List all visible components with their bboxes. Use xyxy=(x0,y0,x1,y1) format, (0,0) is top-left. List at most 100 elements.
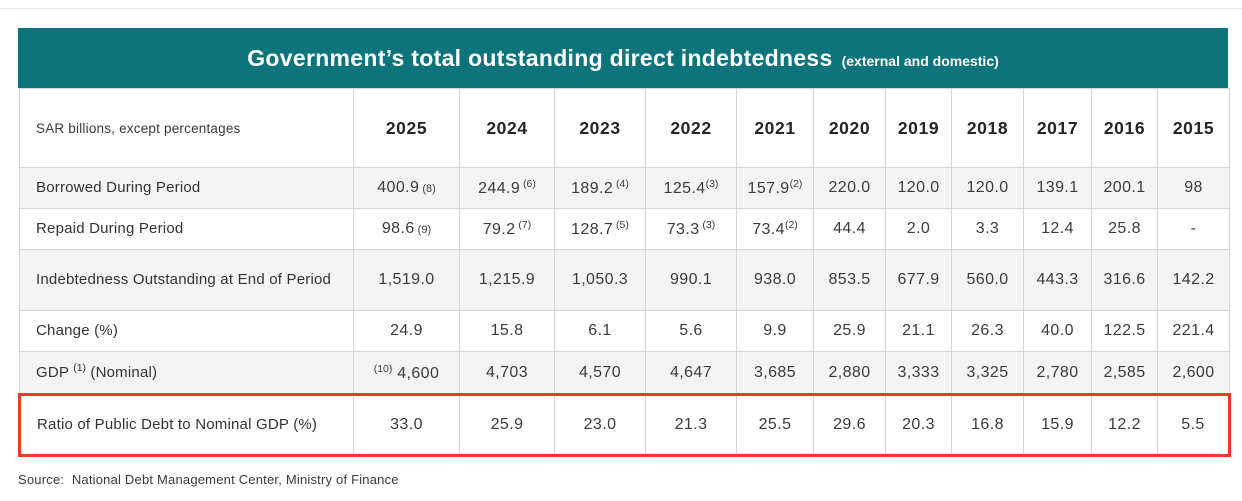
cell-text: 79.2 xyxy=(482,221,516,238)
table-cell: 677.9 xyxy=(885,249,952,311)
row-label: Repaid During Period xyxy=(19,208,354,250)
cell-text: 4,600 xyxy=(392,364,440,382)
footnote-marker: (7) xyxy=(515,219,532,231)
row-label: Borrowed During Period xyxy=(19,167,354,209)
year-header-2021: 2021 xyxy=(736,88,814,168)
table-cell: 1,050.3 xyxy=(554,249,646,311)
table-cell: 2.0 xyxy=(885,208,952,250)
table-cell: 15.8 xyxy=(459,310,555,352)
footnote-marker: (3) xyxy=(699,219,716,231)
table-row-highlighted: Ratio of Public Debt to Nominal GDP (%) 3… xyxy=(18,393,1231,457)
table-row: GDP (1) (Nominal) (10) 4,600 4,703 4,570 4,6… xyxy=(19,351,1230,395)
table-cell: 20.3 xyxy=(885,393,952,457)
table-cell: 400.9 (8) xyxy=(353,167,460,209)
table-cell: 142.2 xyxy=(1157,249,1230,311)
row-label: Change (%) xyxy=(19,310,354,352)
year-header-2018: 2018 xyxy=(951,88,1024,168)
table-cell: 12.2 xyxy=(1091,393,1158,457)
table-cell: 21.3 xyxy=(645,393,737,457)
indebtedness-section: Government’s total outstanding direct in… xyxy=(18,28,1231,487)
table-cell: 244.9 (6) xyxy=(459,167,555,209)
table-cell: 122.5 xyxy=(1091,310,1158,352)
cell-text: 189.2 xyxy=(571,180,614,197)
footnote-marker: (3) xyxy=(705,178,719,190)
table-cell: 3.3 xyxy=(951,208,1024,250)
table-cell: 139.1 xyxy=(1023,167,1092,209)
footnote-marker: (1) xyxy=(73,362,87,375)
year-header-2023: 2023 xyxy=(554,88,646,168)
table-cell: 9.9 xyxy=(736,310,814,352)
footnote-marker: (2) xyxy=(784,219,798,231)
table-cell: 98 xyxy=(1157,167,1230,209)
cell-text: (Nominal) xyxy=(86,364,158,382)
table-cell: 200.1 xyxy=(1091,167,1158,209)
table-cell: 157.9(2) xyxy=(736,167,814,209)
cell-text: 400.9 xyxy=(377,179,420,196)
unit-label: SAR billions, except percentages xyxy=(19,88,354,168)
table-row: Change (%) 24.9 15.8 6.1 5.6 9.9 25.9 21.1 26.3 4… xyxy=(19,310,1230,352)
footnote-marker: (5) xyxy=(613,219,629,231)
table-cell: 73.3 (3) xyxy=(645,208,737,250)
table-cell: 2,780 xyxy=(1023,351,1092,395)
table-cell: 2,585 xyxy=(1091,351,1158,395)
footnote-marker: (10) xyxy=(373,362,393,375)
table-cell: 25.5 xyxy=(736,393,814,457)
table-cell: 220.0 xyxy=(813,167,886,209)
table-cell: 21.1 xyxy=(885,310,952,352)
year-header-2024: 2024 xyxy=(459,88,555,168)
title-subtitle: (external and domestic) xyxy=(841,52,999,69)
table-cell: 938.0 xyxy=(736,249,814,311)
table-cell: (10) 4,600 xyxy=(353,351,460,395)
table-cell: 2,600 xyxy=(1157,351,1230,395)
cell-text: 73.3 xyxy=(666,221,700,238)
row-label: Ratio of Public Debt to Nominal GDP (%) xyxy=(18,393,354,457)
table-row: Indebtedness Outstanding at End of Perio… xyxy=(19,249,1230,311)
table-cell: 29.6 xyxy=(813,393,886,457)
footnote-marker: (2) xyxy=(789,178,803,190)
footnote-marker: (6) xyxy=(520,178,536,190)
table-cell: 6.1 xyxy=(554,310,646,352)
table-cell: 16.8 xyxy=(951,393,1024,457)
table-cell: 1,215.9 xyxy=(459,249,555,311)
footnote-marker: (9) xyxy=(414,224,432,236)
table-cell: 125.4(3) xyxy=(645,167,737,209)
source-note: Source: National Debt Management Center,… xyxy=(18,472,399,487)
table-cell: 1,519.0 xyxy=(353,249,460,311)
table-cell: 26.3 xyxy=(951,310,1024,352)
table-cell: 25.9 xyxy=(813,310,886,352)
table-cell: 33.0 xyxy=(353,393,460,457)
year-header-2015: 2015 xyxy=(1157,88,1230,168)
table-cell: 3,325 xyxy=(951,351,1024,395)
table-cell: 128.7 (5) xyxy=(554,208,646,250)
table-cell: 98.6 (9) xyxy=(353,208,460,250)
table-cell: 24.9 xyxy=(353,310,460,352)
cell-text: GDP xyxy=(36,364,74,382)
table-cell: 4,570 xyxy=(554,351,646,395)
page-title: Government’s total outstanding direct in… xyxy=(247,44,833,71)
indebtedness-table: SAR billions, except percentages 2025 202… xyxy=(18,88,1231,457)
year-header-2020: 2020 xyxy=(813,88,886,168)
cell-text: 244.9 xyxy=(478,180,521,197)
table-cell: 120.0 xyxy=(885,167,952,209)
table-cell: 443.3 xyxy=(1023,249,1092,311)
year-header-2017: 2017 xyxy=(1023,88,1092,168)
row-label: Indebtedness Outstanding at End of Perio… xyxy=(19,249,354,311)
cell-text: 98.6 xyxy=(381,220,415,237)
table-cell: 23.0 xyxy=(554,393,646,457)
table-cell: 853.5 xyxy=(813,249,886,311)
cell-text: 73.4 xyxy=(752,221,785,238)
row-label: GDP (1) (Nominal) xyxy=(19,351,354,395)
table-cell: 316.6 xyxy=(1091,249,1158,311)
cell-text: 157.9 xyxy=(747,180,790,197)
table-cell: 3,333 xyxy=(885,351,952,395)
table-cell: 79.2 (7) xyxy=(459,208,555,250)
table-row: Repaid During Period 98.6 (9) 79.2 (7) 128.… xyxy=(19,208,1230,250)
table-cell: 44.4 xyxy=(813,208,886,250)
table-cell: 25.8 xyxy=(1091,208,1158,250)
table-cell: 221.4 xyxy=(1157,310,1230,352)
table-cell: - xyxy=(1157,208,1230,250)
year-header-2022: 2022 xyxy=(645,88,737,168)
footnote-marker: (4) xyxy=(613,178,629,190)
table-cell: 3,685 xyxy=(736,351,814,395)
table-title-banner: Government’s total outstanding direct in… xyxy=(18,28,1228,88)
